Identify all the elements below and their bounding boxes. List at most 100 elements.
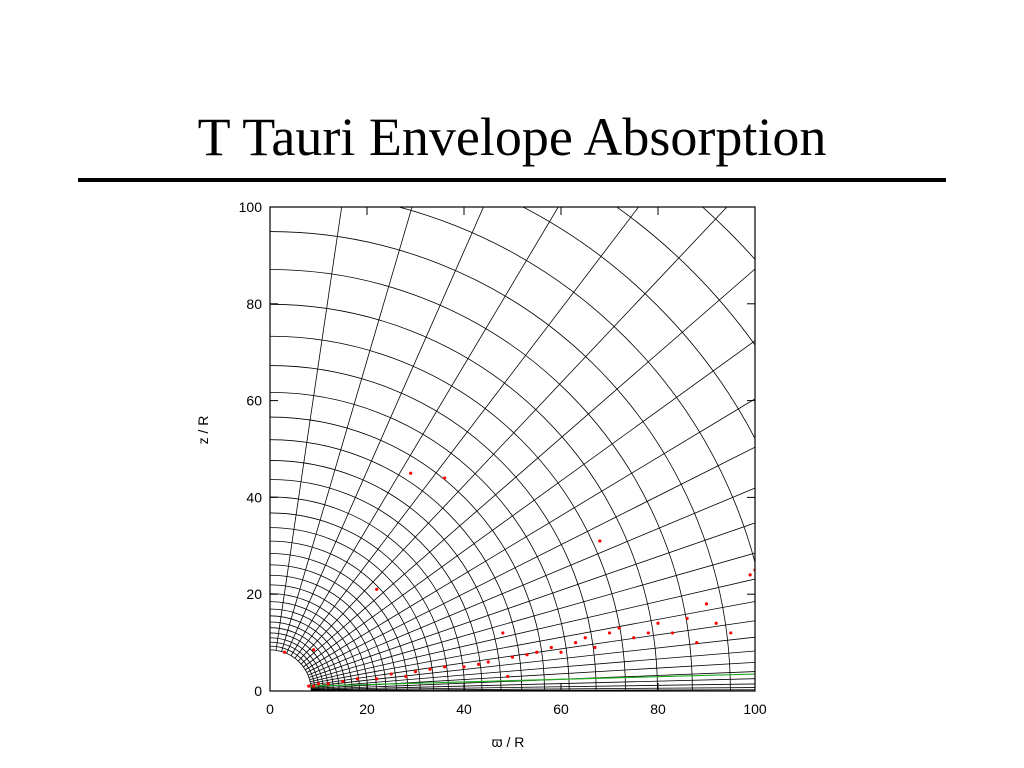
grid-radial xyxy=(310,636,755,687)
point xyxy=(704,602,709,606)
point xyxy=(409,471,413,475)
point xyxy=(282,650,287,654)
point xyxy=(535,650,539,654)
grid-arc xyxy=(270,627,334,691)
point xyxy=(443,476,447,480)
grid-arc xyxy=(270,621,340,691)
plot-frame xyxy=(269,206,756,692)
grid-arc xyxy=(270,303,658,691)
grid-arc xyxy=(270,593,368,691)
grid-arc xyxy=(270,527,435,691)
grid-arc xyxy=(270,269,693,691)
point xyxy=(375,677,379,681)
point xyxy=(375,587,379,591)
grid-arc xyxy=(270,392,570,691)
grid-radial xyxy=(311,678,755,691)
points xyxy=(282,471,755,688)
grid-radial xyxy=(306,446,755,673)
point xyxy=(695,641,699,645)
grid-radial xyxy=(307,487,755,676)
point xyxy=(729,631,733,635)
grid-radial xyxy=(310,578,755,683)
y-tick-label: 40 xyxy=(246,489,262,505)
point xyxy=(486,660,490,664)
grid-arc xyxy=(270,0,978,691)
grid-radial xyxy=(310,620,755,686)
point xyxy=(312,648,316,652)
chart-title: T Tauri Envelope Absorption xyxy=(198,107,827,167)
point xyxy=(670,631,675,635)
x-tick-label: 60 xyxy=(553,701,569,717)
grid-radial xyxy=(305,398,755,671)
point xyxy=(559,650,563,654)
grid-radial xyxy=(300,268,755,665)
grid-radial xyxy=(286,207,484,654)
point xyxy=(501,631,505,635)
point xyxy=(428,667,432,671)
grid-radial xyxy=(311,661,755,689)
x-tick-label: 100 xyxy=(743,701,767,717)
point xyxy=(748,573,752,577)
point xyxy=(506,674,510,679)
point xyxy=(316,682,321,686)
y-tick-label: 60 xyxy=(246,393,262,409)
grid-arc xyxy=(270,608,353,691)
grid-arc xyxy=(270,231,731,691)
point xyxy=(355,677,359,681)
x-axis-label: ϖ / R xyxy=(492,734,525,750)
grid-arc xyxy=(270,615,346,691)
grid-arc xyxy=(270,496,465,691)
point xyxy=(607,631,612,635)
grid-radial xyxy=(303,340,755,668)
grid-arc xyxy=(270,416,545,691)
x-tick-label: 40 xyxy=(456,701,472,717)
title-rule xyxy=(78,178,946,182)
grid-radial xyxy=(311,687,755,691)
grid-arc xyxy=(615,207,755,346)
point xyxy=(632,636,636,640)
grid-radial xyxy=(311,671,755,690)
grid-radial xyxy=(275,207,343,651)
grid-arc xyxy=(270,649,312,691)
grid-arc xyxy=(270,564,397,691)
point xyxy=(656,621,660,625)
grid-radial xyxy=(294,207,640,659)
grid-arc xyxy=(270,574,387,691)
grid-radial xyxy=(297,207,728,662)
grid-arc xyxy=(270,553,409,691)
x-tick-label: 20 xyxy=(359,701,375,717)
y-tick-label: 0 xyxy=(254,683,262,699)
point xyxy=(462,665,466,669)
grid-arc xyxy=(270,632,329,691)
grid-radial xyxy=(310,601,755,684)
x-tick-label: 0 xyxy=(266,701,274,717)
point xyxy=(573,641,578,645)
y-tick-label: 80 xyxy=(246,296,262,312)
grid-radial xyxy=(290,207,559,656)
grid-arc xyxy=(270,512,449,691)
grid-arc xyxy=(701,207,755,261)
point xyxy=(510,655,515,659)
point xyxy=(312,684,316,688)
grid-radial xyxy=(309,552,755,681)
point xyxy=(476,662,481,666)
point xyxy=(617,626,621,630)
point xyxy=(307,684,311,688)
grid-arc xyxy=(521,207,755,440)
grid-radial xyxy=(308,522,755,678)
point xyxy=(685,616,689,621)
point xyxy=(549,645,553,650)
grid-arc xyxy=(270,584,377,691)
x-tick-label: 80 xyxy=(650,701,666,717)
point xyxy=(714,621,718,625)
y-tick-label: 100 xyxy=(239,199,263,215)
point xyxy=(525,653,529,657)
polar-grid xyxy=(270,0,1024,691)
y-axis-label: z / R xyxy=(195,416,211,445)
grid-arc xyxy=(270,0,1024,691)
grid-radial xyxy=(311,650,755,689)
grid-radial xyxy=(311,683,755,691)
grid-arc xyxy=(270,479,483,691)
point xyxy=(404,674,408,679)
